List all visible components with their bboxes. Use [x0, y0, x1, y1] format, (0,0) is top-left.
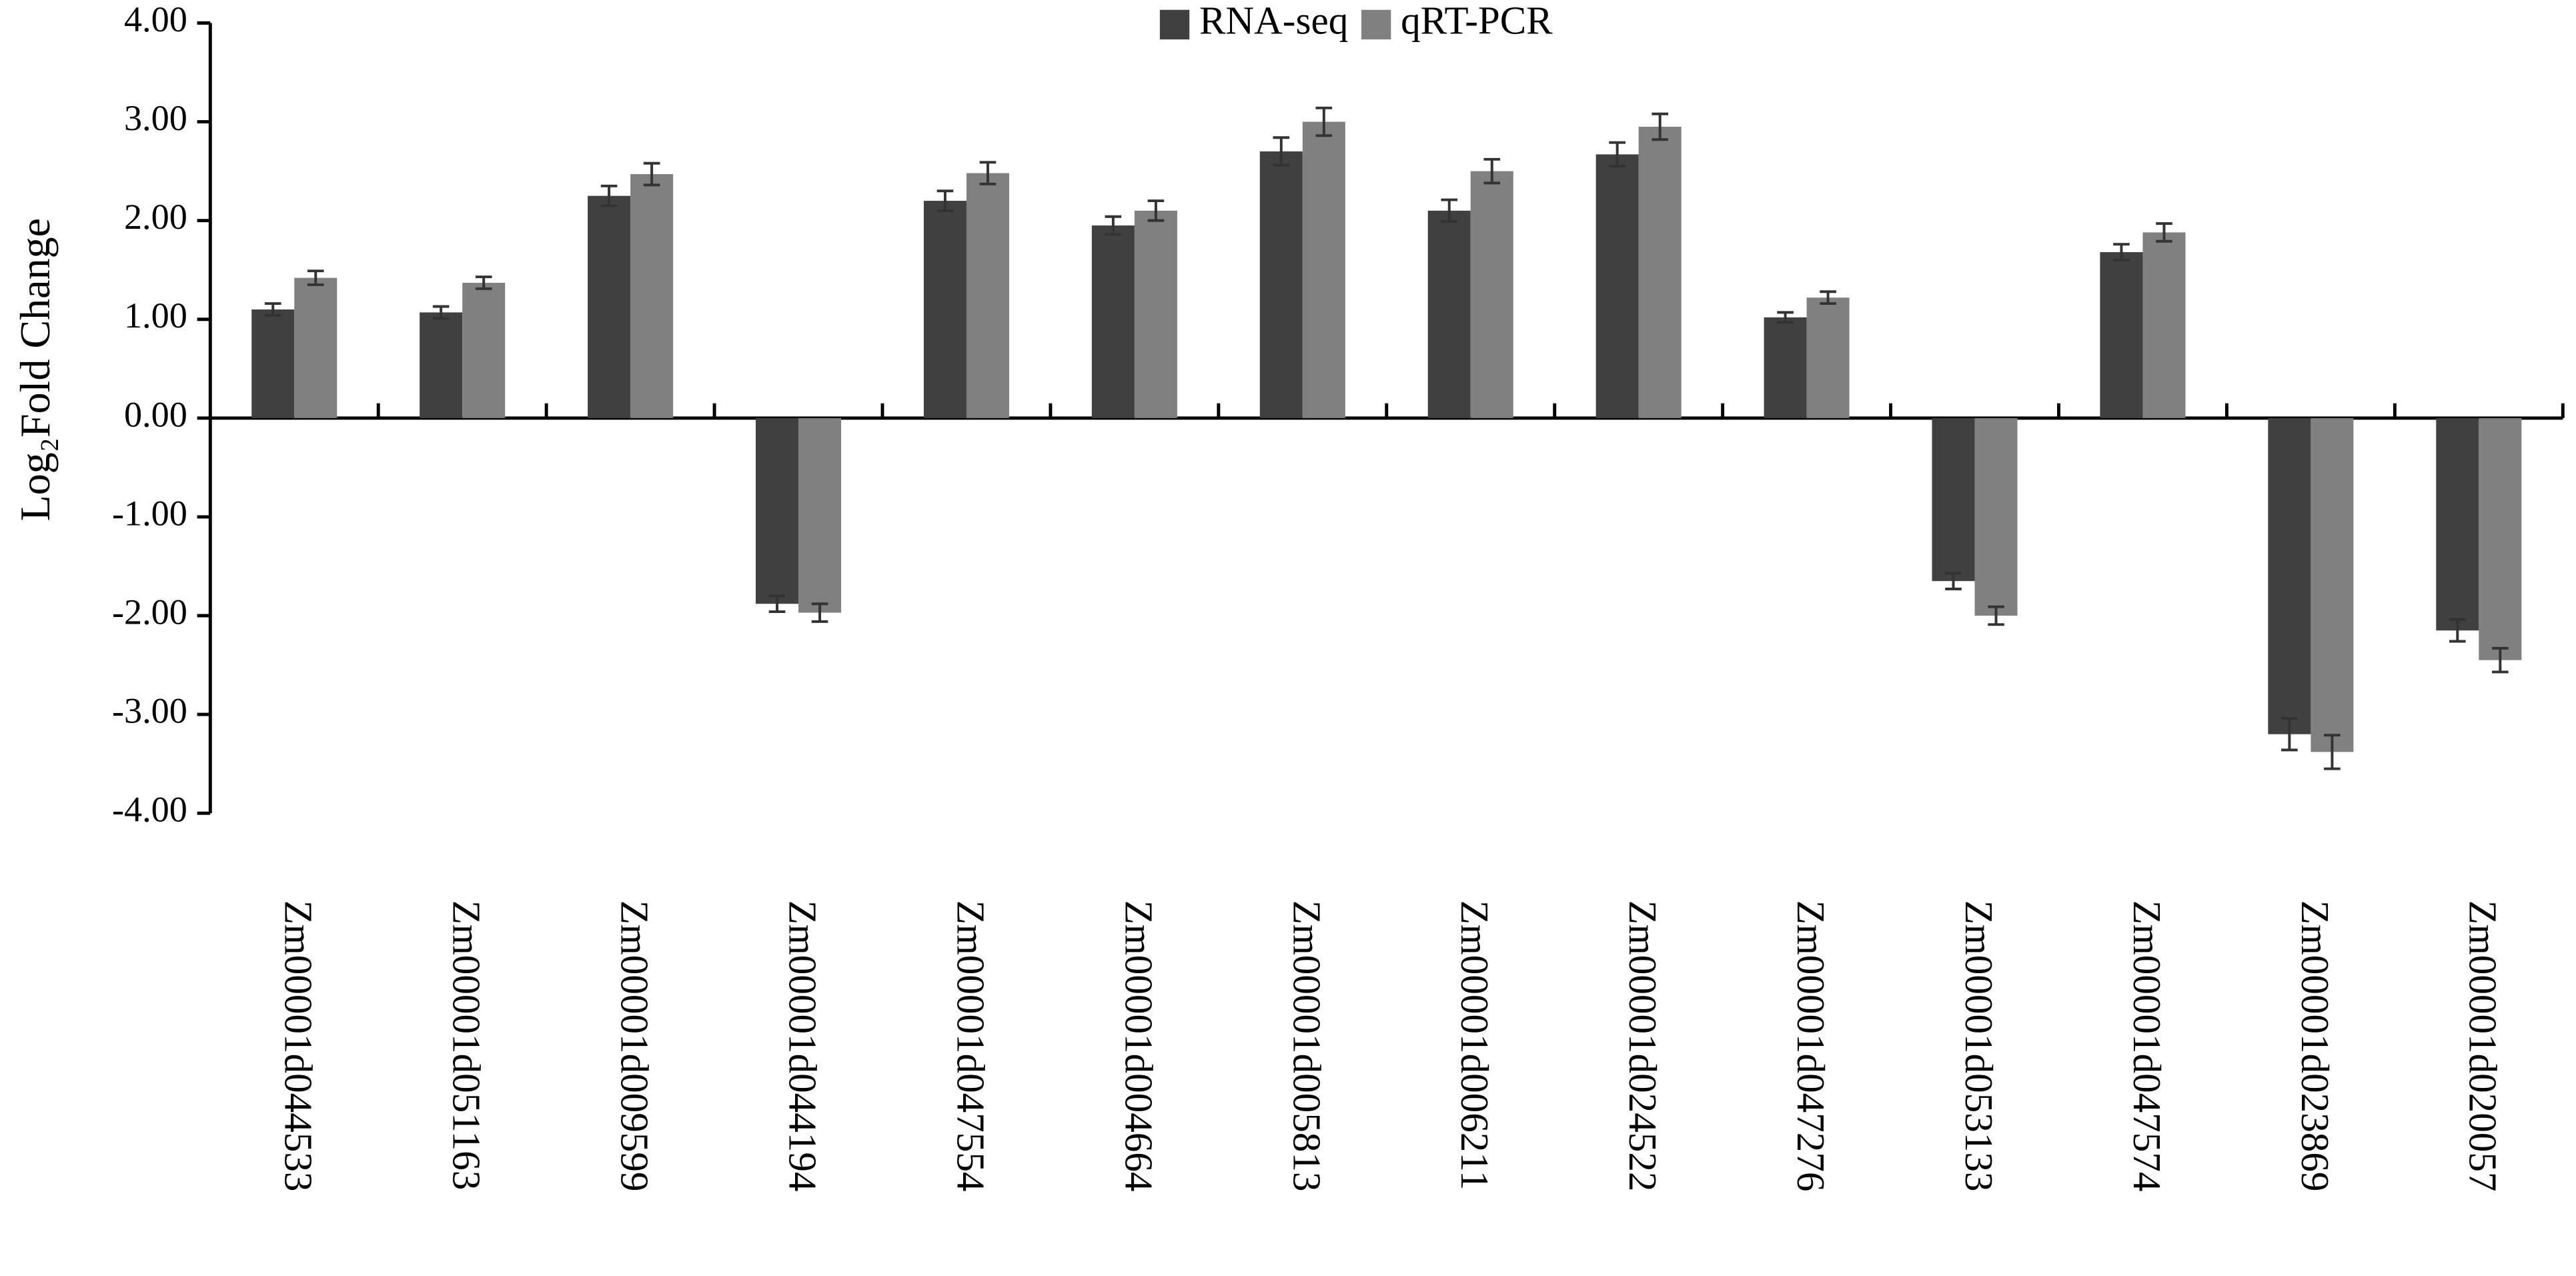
bar [1302, 121, 1345, 418]
bar [1806, 297, 1850, 418]
y-tick-label: 2.00 [124, 197, 187, 237]
x-tick-label: Zm00001d009599 [613, 900, 657, 1192]
error-bar [1315, 106, 1333, 137]
bar [966, 173, 1009, 418]
legend-swatch [1159, 9, 1190, 40]
error-bar [1273, 136, 1290, 167]
bar [2479, 418, 2522, 660]
x-tick-label: Zm00001d020057 [2461, 900, 2505, 1192]
error-bar [2492, 646, 2509, 674]
bar [462, 282, 506, 418]
error-bar [1609, 141, 1626, 168]
x-tick-label: Zm00001d006211 [1453, 900, 1497, 1191]
error-bar [1777, 311, 1794, 324]
legend-swatch [1361, 9, 1391, 40]
x-tick-label: Zm00001d047276 [1789, 900, 1833, 1192]
bar [1764, 317, 1807, 418]
bar [2142, 232, 2186, 418]
bar [2311, 418, 2354, 752]
y-tick-label: -2.00 [112, 592, 187, 632]
bar [1427, 210, 1471, 418]
x-tick-label: Zm00001d044194 [780, 900, 824, 1192]
legend-label: qRT-PCR [1401, 0, 1553, 43]
x-tick-label: Zm00001d047554 [948, 900, 993, 1192]
error-bar [2281, 717, 2298, 752]
bar [1134, 210, 1177, 418]
bar [1259, 151, 1303, 418]
x-tick-label: Zm00001d024522 [1621, 900, 1665, 1192]
error-bar [2449, 618, 2466, 643]
error-bar [768, 594, 786, 614]
error-bar [2324, 734, 2341, 770]
x-tick-label: Zm00001d005813 [1285, 900, 1329, 1192]
bar [923, 201, 967, 418]
error-bar [600, 184, 618, 207]
x-tick-label: Zm00001d053133 [1957, 900, 2001, 1192]
x-tick-label: Zm00001d051163 [445, 900, 489, 1191]
x-tick-label: Zm00001d004664 [1117, 900, 1161, 1192]
bar [798, 418, 842, 613]
error-bar [432, 305, 450, 320]
bar [630, 174, 674, 418]
error-bar [811, 602, 828, 623]
bar [1932, 418, 1975, 582]
error-bar [1147, 199, 1165, 222]
bar [420, 312, 463, 418]
y-tick-label: 4.00 [124, 0, 187, 39]
error-bar [1945, 572, 1962, 590]
bar [1638, 126, 1682, 418]
error-bar [1483, 157, 1501, 185]
y-tick-label: 1.00 [124, 295, 187, 336]
error-bar [643, 161, 660, 187]
bar [294, 277, 338, 418]
error-bar [979, 161, 997, 185]
error-bar [2156, 222, 2172, 243]
error-bar [1652, 112, 1669, 141]
x-tick-label: Zm00001d044533 [277, 900, 321, 1192]
y-tick-label: -3.00 [112, 691, 187, 731]
x-tick-label: Zm00001d047574 [2125, 900, 2169, 1192]
error-bar [936, 189, 954, 212]
error-bar [1105, 215, 1122, 236]
bar [2436, 418, 2479, 631]
y-axis-label: Log₂Fold Change [11, 218, 59, 521]
error-bar [1441, 198, 1458, 223]
bar [2100, 252, 2143, 418]
bar [1974, 418, 2018, 616]
bar [588, 195, 631, 418]
bar [251, 309, 295, 418]
x-tick-label: Zm00001d023869 [2293, 900, 2337, 1192]
y-tick-label: 0.00 [124, 394, 187, 434]
error-bar [2113, 243, 2130, 261]
bar [1470, 171, 1513, 418]
error-bar [307, 269, 324, 286]
y-tick-label: 3.00 [124, 98, 187, 138]
bar [1091, 225, 1135, 418]
bar [2268, 418, 2311, 734]
error-bar [1988, 605, 2004, 626]
error-bar [475, 275, 492, 290]
bar [1595, 154, 1639, 418]
bar [755, 418, 799, 604]
error-bar [1820, 290, 1836, 305]
y-tick-label: -1.00 [112, 493, 187, 533]
legend-label: RNA-seq [1199, 0, 1348, 43]
y-tick-label: -4.00 [112, 790, 187, 830]
error-bar [264, 302, 281, 317]
